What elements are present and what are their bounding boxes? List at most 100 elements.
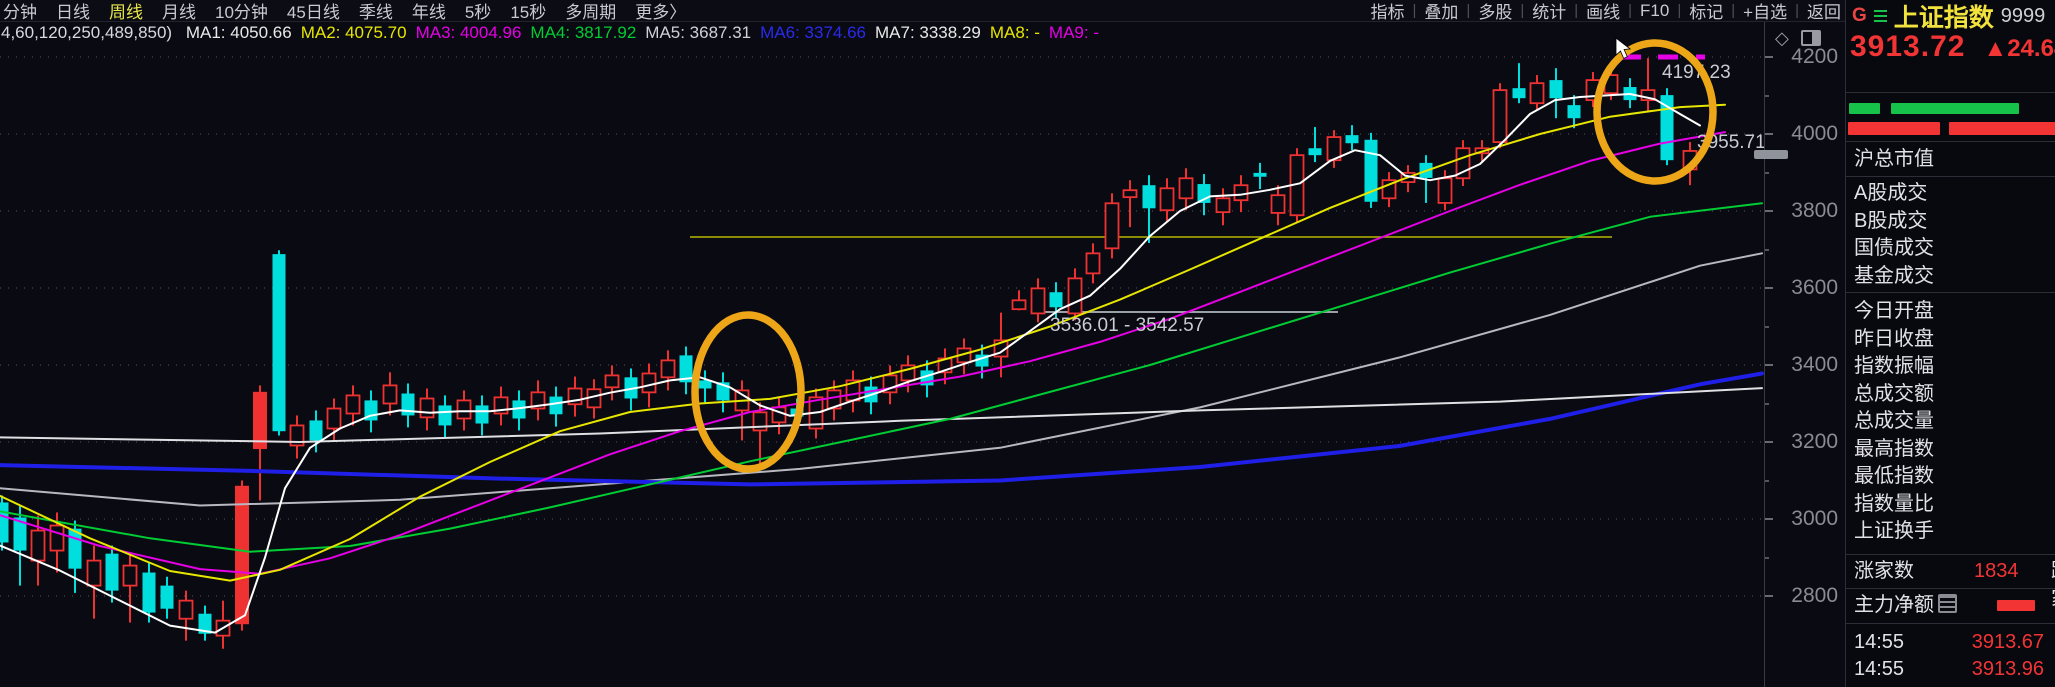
last-price-label: 3955.71 -	[1697, 132, 1764, 153]
flag-g: G	[1852, 5, 1867, 26]
stat-row[interactable]: 总成交额	[1854, 382, 1934, 405]
index-code: 9999	[2000, 4, 2046, 27]
price-change: ▲24.64	[1983, 35, 2055, 62]
separator: |	[1628, 2, 1633, 19]
current-price-marker	[1754, 150, 1788, 159]
ma-value: MA1: 4050.66	[185, 23, 292, 42]
decliners-label: 跌家	[2051, 557, 2055, 613]
action-button[interactable]: 统计	[1532, 3, 1567, 22]
quote-panel: G 上证指数 9999 3913.72 ▲24.64 沪总市值 A股成交 B股成交国…	[1845, 0, 2055, 687]
price-row: 3913.72 ▲24.64	[1850, 30, 2055, 64]
period-tab[interactable]: 季线	[358, 3, 393, 22]
ma-value: MA9: -	[1048, 23, 1099, 42]
index-name: 上证指数	[1893, 4, 1994, 32]
period-tab[interactable]: 45日线	[286, 3, 340, 22]
period-tab[interactable]: 周线	[109, 3, 143, 22]
stat-row[interactable]: A股成交	[1854, 182, 1928, 204]
last-price: 3913.72	[1850, 30, 1966, 63]
tick-price: 3913.96	[1971, 658, 2044, 680]
gap-range-label: 3536.01 - 3542.57	[1050, 315, 1204, 336]
period-tabs: 分钟 日线 周线 月线 10分钟 45日线 季线 年线 5秒 15秒 多周期 更多〉	[0, 0, 686, 23]
ma-params: 4,60,120,250,489,850)	[1, 23, 173, 42]
period-tab[interactable]: 10分钟	[215, 3, 268, 22]
axis-label: 3200	[1791, 430, 1838, 453]
axis-label: 3000	[1791, 507, 1838, 530]
candlestick-chart[interactable]: 4197.23 3955.71 - 3536.01 - 3542.57	[0, 0, 1764, 687]
period-tab[interactable]: 15秒	[510, 3, 547, 22]
tick-time: 14:55	[1854, 658, 1905, 680]
advancers-row[interactable]: 涨家数 1834 跌家	[1854, 557, 2055, 610]
separator: |	[1795, 2, 1799, 19]
axis-label: 3400	[1791, 353, 1838, 376]
separator: |	[1520, 2, 1525, 19]
axis-label: 3600	[1791, 276, 1838, 299]
action-button[interactable]: 画线	[1586, 3, 1621, 22]
period-tab[interactable]: 月线	[162, 3, 196, 22]
tick-row: 14:55 3913.67	[1854, 629, 2048, 656]
stat-row[interactable]: 指数量比	[1854, 492, 1934, 515]
advancers-value: 1834	[1974, 560, 2019, 582]
stat-row[interactable]: 昨日收盘	[1854, 327, 1934, 350]
period-tab[interactable]: 5秒	[464, 3, 492, 22]
action-button[interactable]: 标记	[1689, 3, 1724, 22]
main-net-row[interactable]: 主力净额	[1854, 591, 2055, 619]
period-tab[interactable]: 年线	[411, 3, 446, 22]
sell-strength-bar	[1848, 122, 1940, 135]
stat-row[interactable]: B股成交	[1854, 209, 1928, 232]
menu-icon[interactable]	[1873, 10, 1887, 22]
ma-value: MA2: 4075.70	[300, 23, 407, 42]
stat-row[interactable]: 指数振幅	[1854, 355, 1934, 377]
action-button[interactable]: F10	[1640, 0, 1670, 20]
cursor-arrow-icon	[1615, 37, 1632, 60]
action-button[interactable]: 返回	[1807, 3, 1841, 22]
buy-strength-bar	[1891, 103, 2019, 114]
tick-price: 3913.67	[1971, 631, 2044, 653]
tick-row: 14:55 3913.96	[1854, 656, 2048, 683]
stat-group-1: A股成交 B股成交国债成交基金成交	[1846, 180, 2055, 290]
tick-time: 14:55	[1854, 631, 1905, 653]
separator: |	[1731, 2, 1736, 19]
quote-header[interactable]: G 上证指数 9999	[1852, 3, 2046, 32]
stat-row[interactable]: 最高指数	[1854, 437, 1934, 460]
ma-value: MA4: 3817.92	[530, 23, 637, 42]
ma-value: MA3: 4004.96	[415, 23, 522, 42]
diamond-icon[interactable]: ◇	[1775, 28, 1789, 48]
axis-label: 3800	[1791, 199, 1838, 222]
stat-row[interactable]: 基金成交	[1854, 264, 1934, 287]
ma-value: MA6: 3374.66	[760, 23, 866, 42]
ma-value: MA7: 3338.29	[875, 23, 981, 42]
stat-group-2: 今日开盘昨日收盘指数振幅总成交额总成交量最高指数最低指数指数量比上证换手	[1846, 298, 2055, 546]
period-tab[interactable]: 日线	[56, 3, 90, 22]
stat-row[interactable]: 最低指数	[1854, 465, 1934, 487]
axis-label: 4200	[1791, 45, 1838, 68]
ma-value: MA5: 3687.31	[645, 23, 752, 42]
axis-label: 2800	[1791, 584, 1838, 607]
axis-label: 4000	[1791, 122, 1838, 145]
stat-row[interactable]: 总成交量	[1854, 410, 1934, 432]
list-icon[interactable]	[1938, 594, 1957, 613]
separator: |	[1574, 2, 1579, 19]
highlight-ellipse	[1593, 39, 1717, 185]
ma-value: MA8: -	[989, 23, 1040, 42]
main-net-bar	[1997, 600, 2035, 611]
separator: |	[1677, 2, 1682, 19]
main-net-label: 主力净额	[1854, 594, 1934, 616]
panel-toggle-icon[interactable]	[1800, 30, 1821, 46]
peak-price-label: 4197.23	[1662, 62, 1731, 83]
highlight-ellipse	[691, 311, 805, 473]
period-tab[interactable]: 多周期	[565, 3, 617, 22]
separator: |	[1466, 2, 1471, 19]
period-tab[interactable]: 分钟	[3, 3, 37, 22]
action-button[interactable]: +自选	[1743, 3, 1788, 22]
action-button[interactable]: 多股	[1478, 3, 1513, 22]
price-axis: ◇ 4200 4000 3800 3600 3400 3200 3000 2800	[1754, 21, 1846, 687]
stat-row-market-cap[interactable]: 沪总市值	[1854, 148, 1934, 170]
stat-row[interactable]: 今日开盘	[1854, 300, 1934, 322]
action-button[interactable]: 叠加	[1424, 3, 1459, 22]
buy-strength-bar	[1849, 103, 1880, 114]
stat-row[interactable]: 国债成交	[1854, 237, 1934, 259]
period-tab[interactable]: 更多〉	[635, 3, 687, 22]
ma-values-bar: 4,60,120,250,489,850) MA1: 4050.66 MA2: 4…	[1, 23, 1108, 43]
stat-row[interactable]: 上证换手	[1854, 520, 1934, 542]
action-button[interactable]: 指标	[1370, 3, 1405, 22]
